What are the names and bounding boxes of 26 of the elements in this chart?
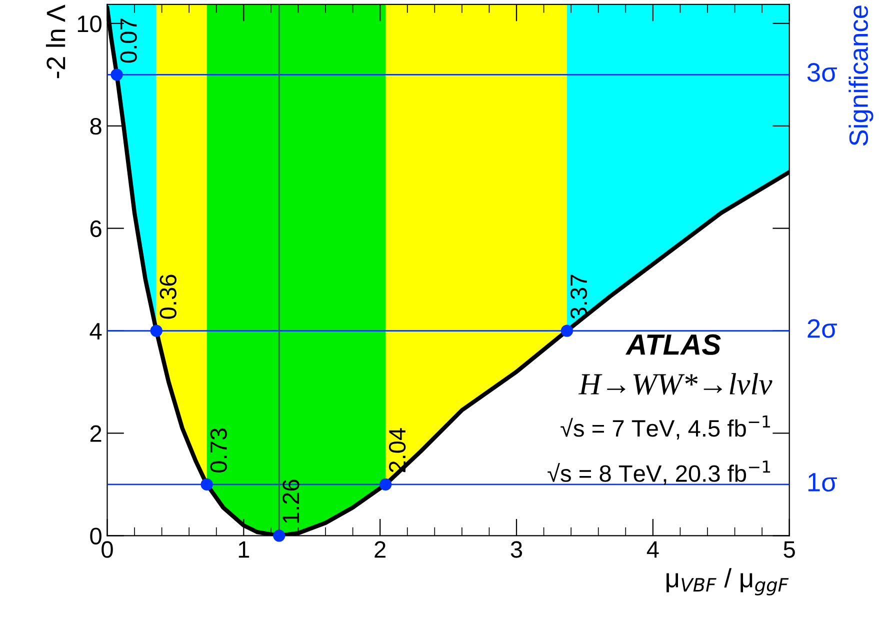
x-tick-label: 4: [646, 541, 659, 558]
x-tick-label: 5: [784, 541, 795, 558]
annotation: 1.26: [282, 480, 300, 523]
ref-line-label: 2σ: [808, 319, 837, 338]
ref-line-label: 1σ: [808, 473, 837, 492]
y-axis-title: -2 ln Λ: [46, 4, 66, 78]
annotation: √s = 7 TeV, 4.5 fb$^{−1}$: [560, 415, 770, 440]
x-tick-label: 1: [238, 541, 250, 558]
x-tick-label: 0: [102, 541, 113, 558]
y-tick-label: 2: [90, 425, 102, 442]
annotation: 0.36: [160, 274, 176, 319]
annotation: ATLAS: [625, 334, 721, 355]
annotation: 0.07: [120, 18, 137, 63]
ref-line-label: 3σ: [807, 63, 837, 82]
annotation: √s = 8 TeV, 20.3 fb$^{−1}$: [548, 460, 770, 485]
y-tick-label: 4: [90, 323, 102, 340]
y-tick-label: 6: [90, 220, 102, 238]
x-tick-label: 2: [374, 541, 386, 558]
x-tick-label: 3: [510, 541, 522, 558]
y2-axis-title: Significance: [848, 6, 874, 146]
annotation: 0.73: [210, 428, 227, 472]
y-tick-label: 0: [90, 528, 102, 544]
x-axis-title: μ$_{VBF}$ / μ$_{ggF}$: [666, 568, 789, 596]
y-tick-label: 8: [90, 118, 102, 135]
y-tick-label: 10: [78, 16, 102, 32]
annotation: H→WW*→lνlν: [578, 373, 772, 395]
